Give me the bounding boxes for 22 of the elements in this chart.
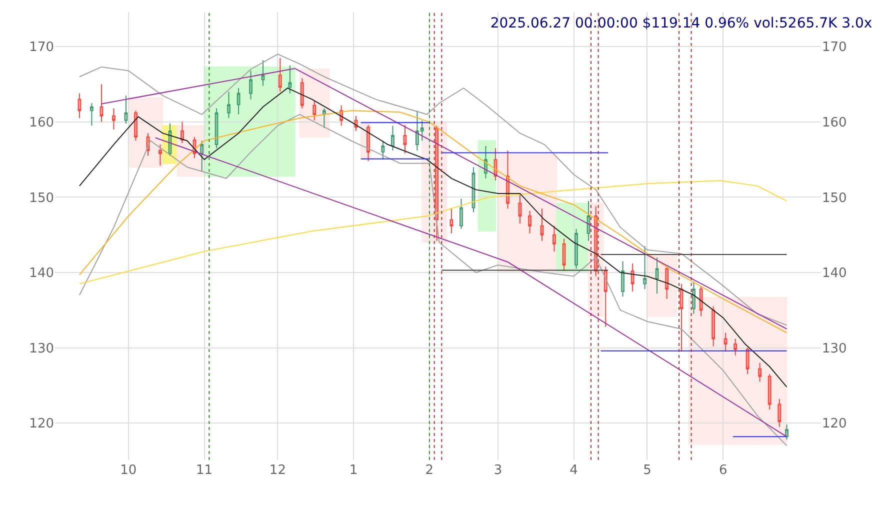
x-tick-label: 10	[120, 463, 137, 478]
y2-tick-label: 150	[822, 190, 847, 206]
y-tick-label: 130	[29, 341, 54, 356]
y2-tick-label: 160	[822, 115, 847, 130]
y-tick-label: 160	[29, 115, 54, 130]
x-tick-label: 5	[643, 463, 652, 478]
y2-tick-label: 140	[822, 266, 847, 282]
y-tick-label: 120	[29, 416, 54, 432]
x-tick-label: 4	[570, 463, 578, 478]
chart-title: 2025.06.27 00:00:00 $119.14 0.96% vol:5265.7K 3.0x	[490, 15, 872, 32]
y2-tick-label: 130	[822, 341, 847, 356]
x-tick-label: 2	[425, 463, 434, 478]
y2-tick-label: 120	[822, 416, 847, 432]
y2-tick-label: 170	[822, 40, 847, 56]
x-tick-label: 11	[196, 463, 213, 478]
x-tick-label: 6	[718, 463, 728, 478]
x-tick-label: 3	[494, 463, 502, 478]
y-tick-label: 150	[29, 190, 54, 206]
x-tick-label: 12	[269, 463, 286, 478]
x-tick-label: 1	[349, 463, 358, 478]
y-tick-label: 140	[29, 266, 54, 282]
y-tick-label: 170	[29, 40, 54, 56]
